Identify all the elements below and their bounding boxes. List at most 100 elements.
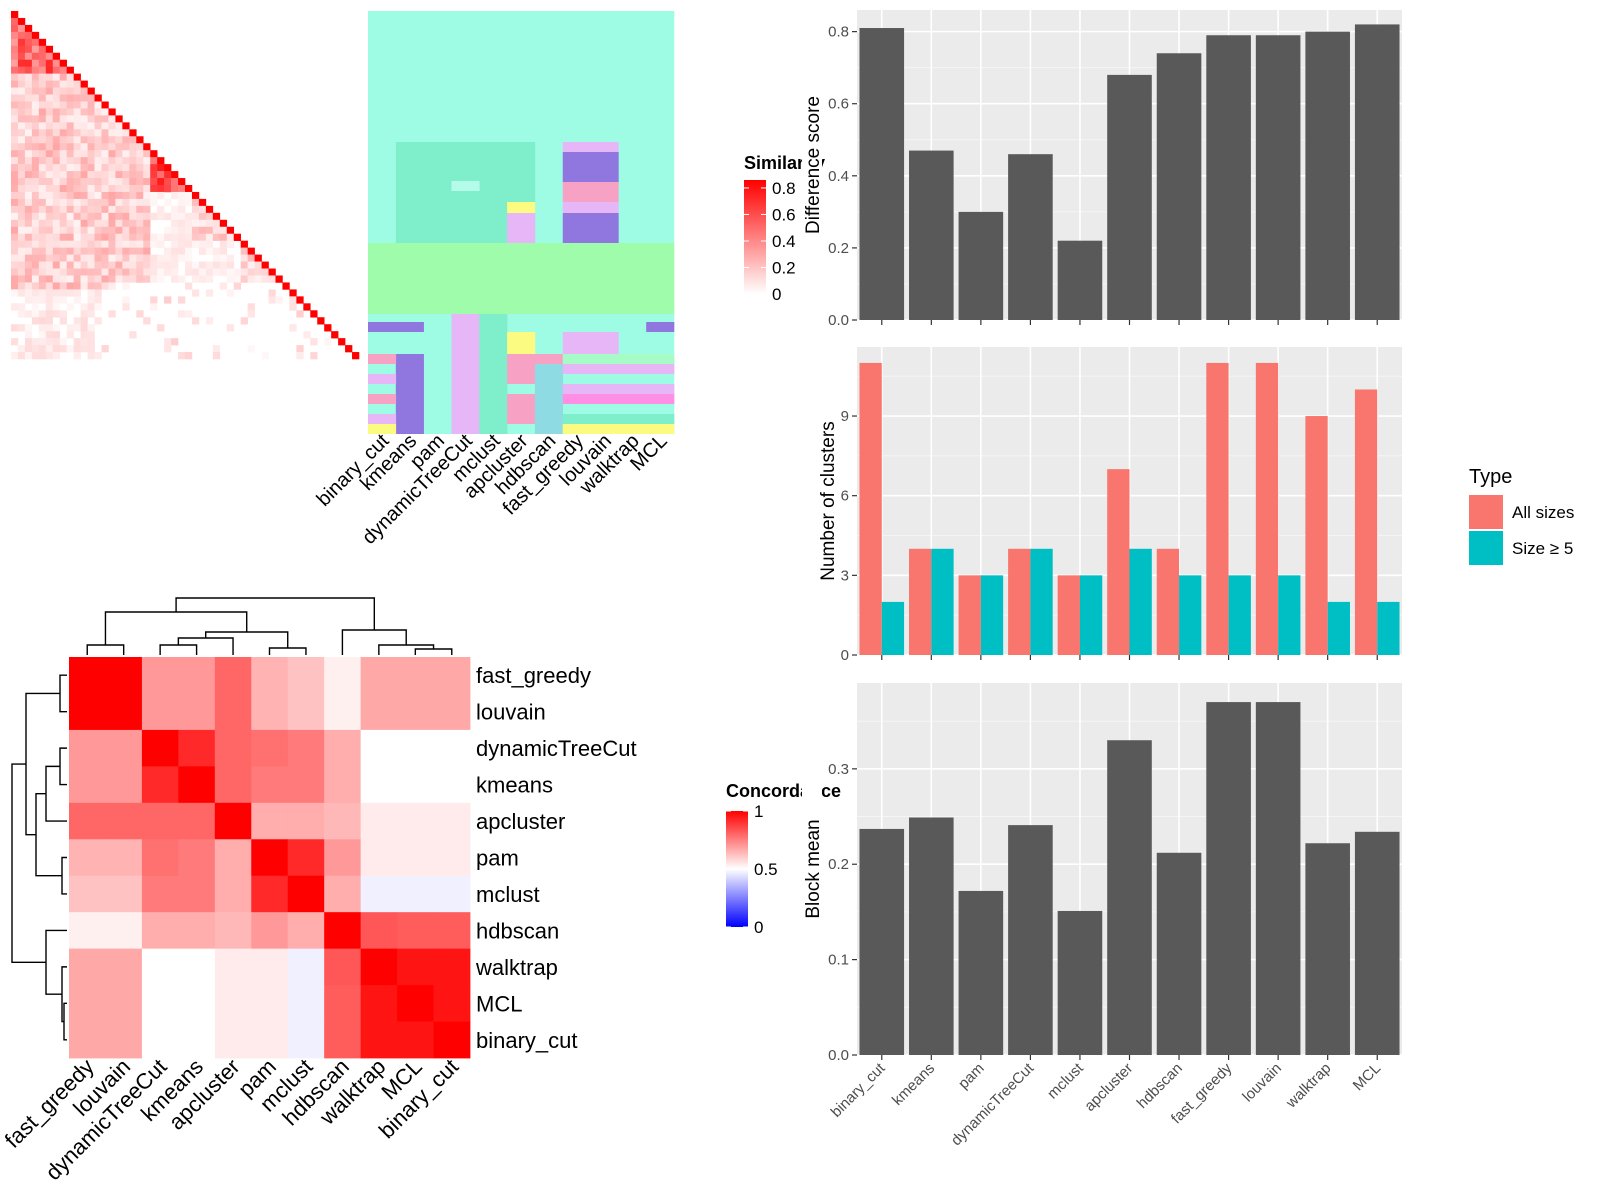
similarity-cell [143,317,151,325]
similarity-cell [73,94,81,102]
similarity-cell [59,143,67,151]
similarity-cell [73,233,81,241]
similarity-cell [45,122,54,130]
similarity-cell [115,171,123,179]
similarity-cell [87,164,95,172]
similarity-cell [212,233,221,241]
similarity-cell [108,275,116,283]
similarity-legend-bar [744,180,766,294]
bar-binary_cut-size-5 [881,601,905,655]
similarity-cell [31,212,40,221]
similarity-cell [66,122,74,130]
similarity-cell [17,247,26,255]
similarity-cell [73,129,81,137]
similarity-cell [59,129,67,137]
similarity-cell [101,115,109,123]
similarity-cell [80,345,88,353]
similarity-cell [45,212,54,221]
concordance-cell [141,839,179,877]
concordance-cell [251,693,289,731]
similarity-cell [73,205,81,214]
similarity-cell [226,226,235,235]
similarity-cell [108,310,116,318]
similarity-cell [136,310,144,318]
similarity-cell [150,171,158,179]
similarity-cell [24,219,33,228]
similarity-cell [45,310,54,318]
similarity-cell [38,191,47,200]
similarity-cell [66,247,74,255]
similarity-cell [122,157,130,165]
dendrogram-branch [268,647,307,655]
similarity-cell [66,233,74,241]
similarity-cell [122,226,130,235]
similarity-cell [17,254,26,262]
similarity-cell [129,261,137,269]
bar-mclust [1057,910,1103,1055]
similarity-cell [87,178,95,186]
similarity-cell [80,150,88,158]
similarity-cell [73,317,81,325]
similarity-cell [129,171,137,179]
similarity-cell [45,73,54,81]
similarity-cell [11,212,19,221]
y-tick-label: 0.4 [828,168,849,185]
y-axis-title: Block mean [803,819,824,918]
similarity-cell [59,219,67,228]
similarity-cell [115,240,123,248]
similarity-cell [66,115,74,123]
similarity-cell [73,143,81,151]
similarity-cell [11,233,19,241]
bar-pam [958,890,1004,1055]
bar-hdbscan-size-5 [1179,575,1202,655]
similarity-cell [212,352,221,360]
similarity-cell [11,205,19,214]
similarity-cell [129,136,137,144]
similarity-cell [38,338,47,346]
similarity-cell [143,219,151,228]
similarity-cell [101,205,109,214]
similarity-cell [17,38,26,47]
similarity-cell [108,115,116,123]
similarity-cell [101,247,109,255]
dendrogram-branch [61,856,67,895]
bar-walktrap-all-sizes [1305,416,1328,655]
similarity-cell [80,191,88,200]
similarity-cell [233,282,241,290]
similarity-cell [87,191,95,200]
similarity-cell [73,254,81,262]
similarity-cell [31,289,40,297]
concordance-cell [69,948,106,986]
concordance-cell [360,657,398,694]
concordance-cell [141,693,179,731]
similarity-cell [205,212,214,221]
similarity-cell [45,115,54,123]
similarity-cell [185,310,193,318]
similarity-cell [52,185,61,193]
similarity-cell [52,310,61,318]
concordance-legend-tick: 0.5 [754,860,778,879]
similarity-cell [94,240,102,248]
similarity-cell [310,352,318,360]
similarity-cell [24,205,33,214]
bar-apcluster [1107,740,1152,1055]
concordance-cell [178,875,216,913]
similarity-cell [45,345,54,353]
dendrogram-branch [104,611,248,645]
y-tick-label: 0.0 [828,312,849,329]
similarity-cell [73,171,81,179]
similarity-cell [171,171,179,179]
similarity-cell [219,254,228,262]
similarity-cell [17,129,26,137]
similarity-cell [17,157,26,165]
concordance-cell [433,693,471,731]
similarity-cell [80,87,88,95]
similarity-cell [115,136,123,144]
similarity-cell [24,87,33,95]
concordance-cell [433,875,471,913]
similarity-cell [157,275,165,283]
concordance-cell [287,802,325,840]
y-tick-label: 0.3 [828,761,849,778]
similarity-cell [129,191,137,200]
similarity-cell [38,38,47,47]
